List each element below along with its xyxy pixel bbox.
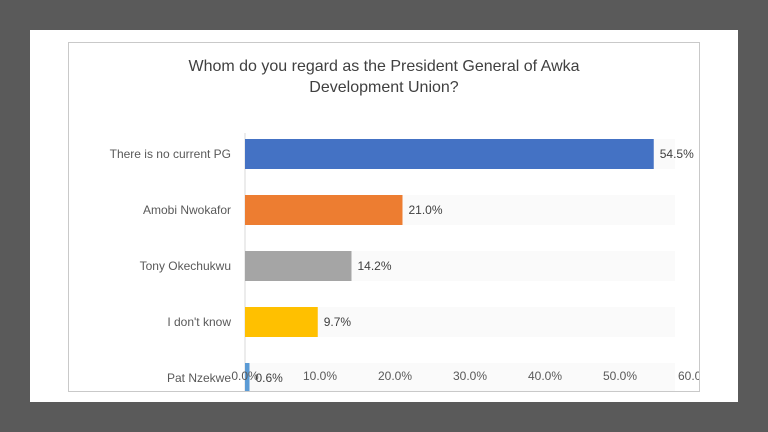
bar-chart: There is no current PG 54.5% Amobi Nwokafo… [110, 133, 699, 391]
bar [245, 251, 352, 281]
category-label: Tony Okechukwu [140, 259, 231, 273]
data-label: 9.7% [324, 315, 352, 329]
bar [245, 307, 318, 337]
category-label: Amobi Nwokafor [143, 203, 231, 217]
data-label: 54.5% [660, 147, 694, 161]
x-tick-label: 20.0% [378, 369, 412, 383]
slide-background: Whom do you regard as the President Gene… [30, 30, 738, 402]
x-tick-label: 30.0% [453, 369, 487, 383]
data-label: 14.2% [358, 259, 392, 273]
x-tick-label: 10.0% [303, 369, 337, 383]
category-label: I don't know [167, 315, 231, 329]
category-label: There is no current PG [110, 147, 231, 161]
data-label: 0.6% [256, 371, 284, 385]
bar [245, 139, 654, 169]
bar [245, 363, 250, 391]
x-tick-label: 40.0% [528, 369, 562, 383]
bar [245, 195, 403, 225]
category-label: Pat Nzekwe [167, 371, 231, 385]
chart-title-line-2: Development Union? [309, 79, 459, 96]
chart-frame: Whom do you regard as the President Gene… [68, 42, 700, 392]
chart-title: Whom do you regard as the President Gene… [69, 56, 699, 98]
x-tick-label: 60.0% [678, 369, 699, 383]
data-label: 21.0% [409, 203, 443, 217]
x-tick-label: 0.0% [231, 369, 259, 383]
chart-title-line-1: Whom do you regard as the President Gene… [188, 58, 580, 75]
bar-track [245, 363, 675, 391]
x-tick-label: 50.0% [603, 369, 637, 383]
